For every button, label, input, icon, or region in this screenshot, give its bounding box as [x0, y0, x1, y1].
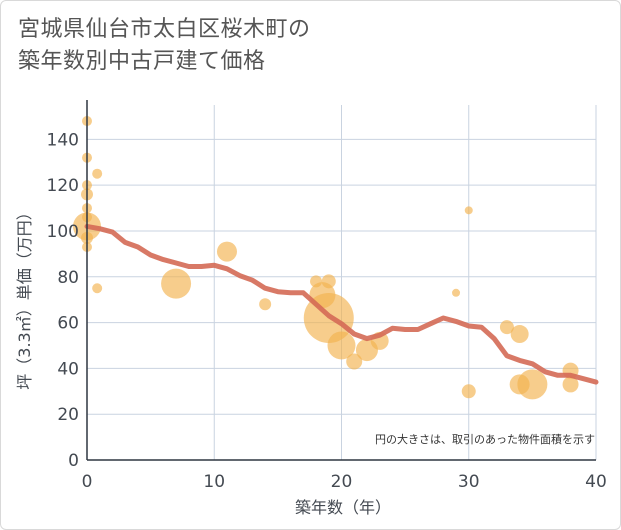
x-tick-label: 30 — [458, 472, 480, 492]
chart-title-line2: 築年数別中古戸建て価格 — [18, 49, 266, 74]
data-bubble — [259, 298, 272, 311]
data-bubble — [499, 320, 514, 335]
chart-title-line1: 宮城県仙台市太白区桜木町の — [18, 17, 311, 42]
trend-line — [84, 223, 599, 385]
data-bubble — [517, 369, 548, 400]
x-tick-label: 0 — [82, 472, 93, 492]
y-tick-label: 80 — [57, 268, 79, 288]
x-tick-label: 20 — [331, 472, 353, 492]
data-bubble — [161, 268, 192, 299]
data-bubble — [461, 384, 476, 399]
y-tick-label: 40 — [57, 359, 79, 379]
data-bubble — [464, 206, 473, 215]
data-bubble — [346, 353, 363, 370]
data-bubble — [92, 168, 103, 179]
x-tick-label: 40 — [585, 472, 607, 492]
trend-line-group — [84, 223, 599, 385]
data-bubble — [510, 325, 529, 344]
x-axis-title: 築年数（年） — [295, 498, 391, 517]
chart-title: 宮城県仙台市太白区桜木町の 築年数別中古戸建て価格 — [18, 14, 578, 78]
x-tick-labels: 0 10 20 30 40 — [82, 472, 607, 492]
data-bubble — [452, 288, 461, 297]
y-tick-label: 140 — [47, 130, 79, 150]
y-tick-label: 120 — [47, 176, 79, 196]
data-bubble — [92, 283, 103, 294]
bubble-series — [73, 116, 579, 400]
x-tick-label: 10 — [203, 472, 225, 492]
data-bubble — [562, 376, 579, 393]
y-tick-label: 20 — [57, 405, 79, 425]
y-tick-labels: 0 20 40 60 80 100 120 140 — [47, 130, 79, 471]
data-bubble — [216, 241, 237, 262]
size-legend-note: 円の大きさは、取引のあった物件面積を示す — [375, 432, 595, 446]
y-axis-title: 坪（3.3㎡）単価（万円） — [15, 204, 34, 389]
y-tick-label: 100 — [47, 222, 79, 242]
data-bubble — [321, 274, 336, 289]
axes — [86, 100, 596, 461]
y-tick-label: 60 — [57, 314, 79, 334]
data-bubble — [327, 331, 356, 360]
y-tick-label: 0 — [68, 451, 79, 471]
